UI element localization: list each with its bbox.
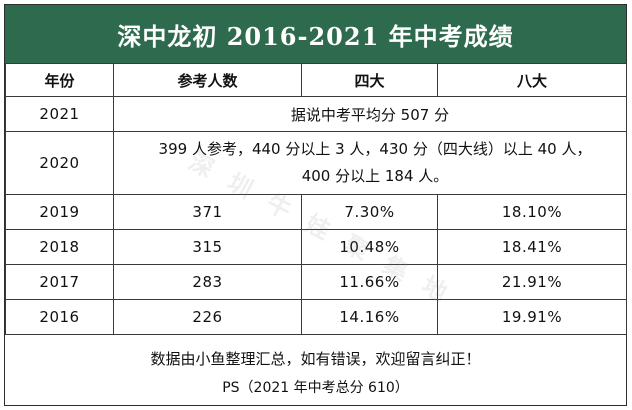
year-cell: 2021 [5, 96, 114, 132]
note-cell: 399 人参考，440 分以上 3 人，430 分（四大线）以上 40 人， 4… [113, 131, 627, 195]
table-frame [4, 4, 627, 406]
four-cell: 11.66% [301, 264, 438, 300]
header-four: 四大 [301, 63, 438, 97]
year-cell: 2016 [5, 299, 114, 335]
eight-cell: 18.10% [437, 194, 627, 230]
year-cell: 2017 [5, 264, 114, 300]
count-cell: 371 [113, 194, 302, 230]
eight-cell: 18.41% [437, 229, 627, 265]
four-cell: 7.30% [301, 194, 438, 230]
table-row: 2021 据说中考平均分 507 分 [5, 96, 627, 132]
eight-cell: 21.91% [437, 264, 627, 300]
four-cell: 10.48% [301, 229, 438, 265]
page-title: 深中龙初 2016-2021 年中考成绩 [5, 5, 626, 63]
count-cell: 226 [113, 299, 302, 335]
header-eight: 八大 [437, 63, 627, 97]
count-cell: 315 [113, 229, 302, 265]
note-cell: 据说中考平均分 507 分 [113, 96, 627, 132]
count-cell: 283 [113, 264, 302, 300]
year-cell: 2019 [5, 194, 114, 230]
table-row: 2020 399 人参考，440 分以上 3 人，430 分（四大线）以上 40… [5, 131, 627, 195]
table-row: 2018 315 10.48% 18.41% [5, 229, 627, 265]
table-row: 2017 283 11.66% 21.91% [5, 264, 627, 300]
eight-cell: 19.91% [437, 299, 627, 335]
header-row: 年份 参考人数 四大 八大 [5, 63, 627, 97]
table-row: 2016 226 14.16% 19.91% [5, 299, 627, 335]
header-count: 参考人数 [113, 63, 302, 97]
year-cell: 2020 [5, 131, 114, 195]
four-cell: 14.16% [301, 299, 438, 335]
header-year: 年份 [5, 63, 114, 97]
year-cell: 2018 [5, 229, 114, 265]
footer-credit: 数据由小鱼整理汇总，如有错误，欢迎留言纠正！ [150, 350, 481, 368]
page-title-text: 深中龙初 2016-2021 年中考成绩 [117, 21, 514, 51]
scores-table: 年份 参考人数 四大 八大 2021 据说中考平均分 507 分 2020 39… [5, 63, 627, 335]
footer-notes: 数据由小鱼整理汇总，如有错误，欢迎留言纠正！ PS（2021 年中考总分 610… [5, 343, 626, 405]
table-row: 2019 371 7.30% 18.10% [5, 194, 627, 230]
footer-ps: PS（2021 年中考总分 610） [222, 380, 409, 396]
note-line: 399 人参考，440 分以上 3 人，430 分（四大线）以上 40 人， [158, 140, 592, 158]
note-line: 400 分以上 184 人。 [301, 167, 449, 185]
